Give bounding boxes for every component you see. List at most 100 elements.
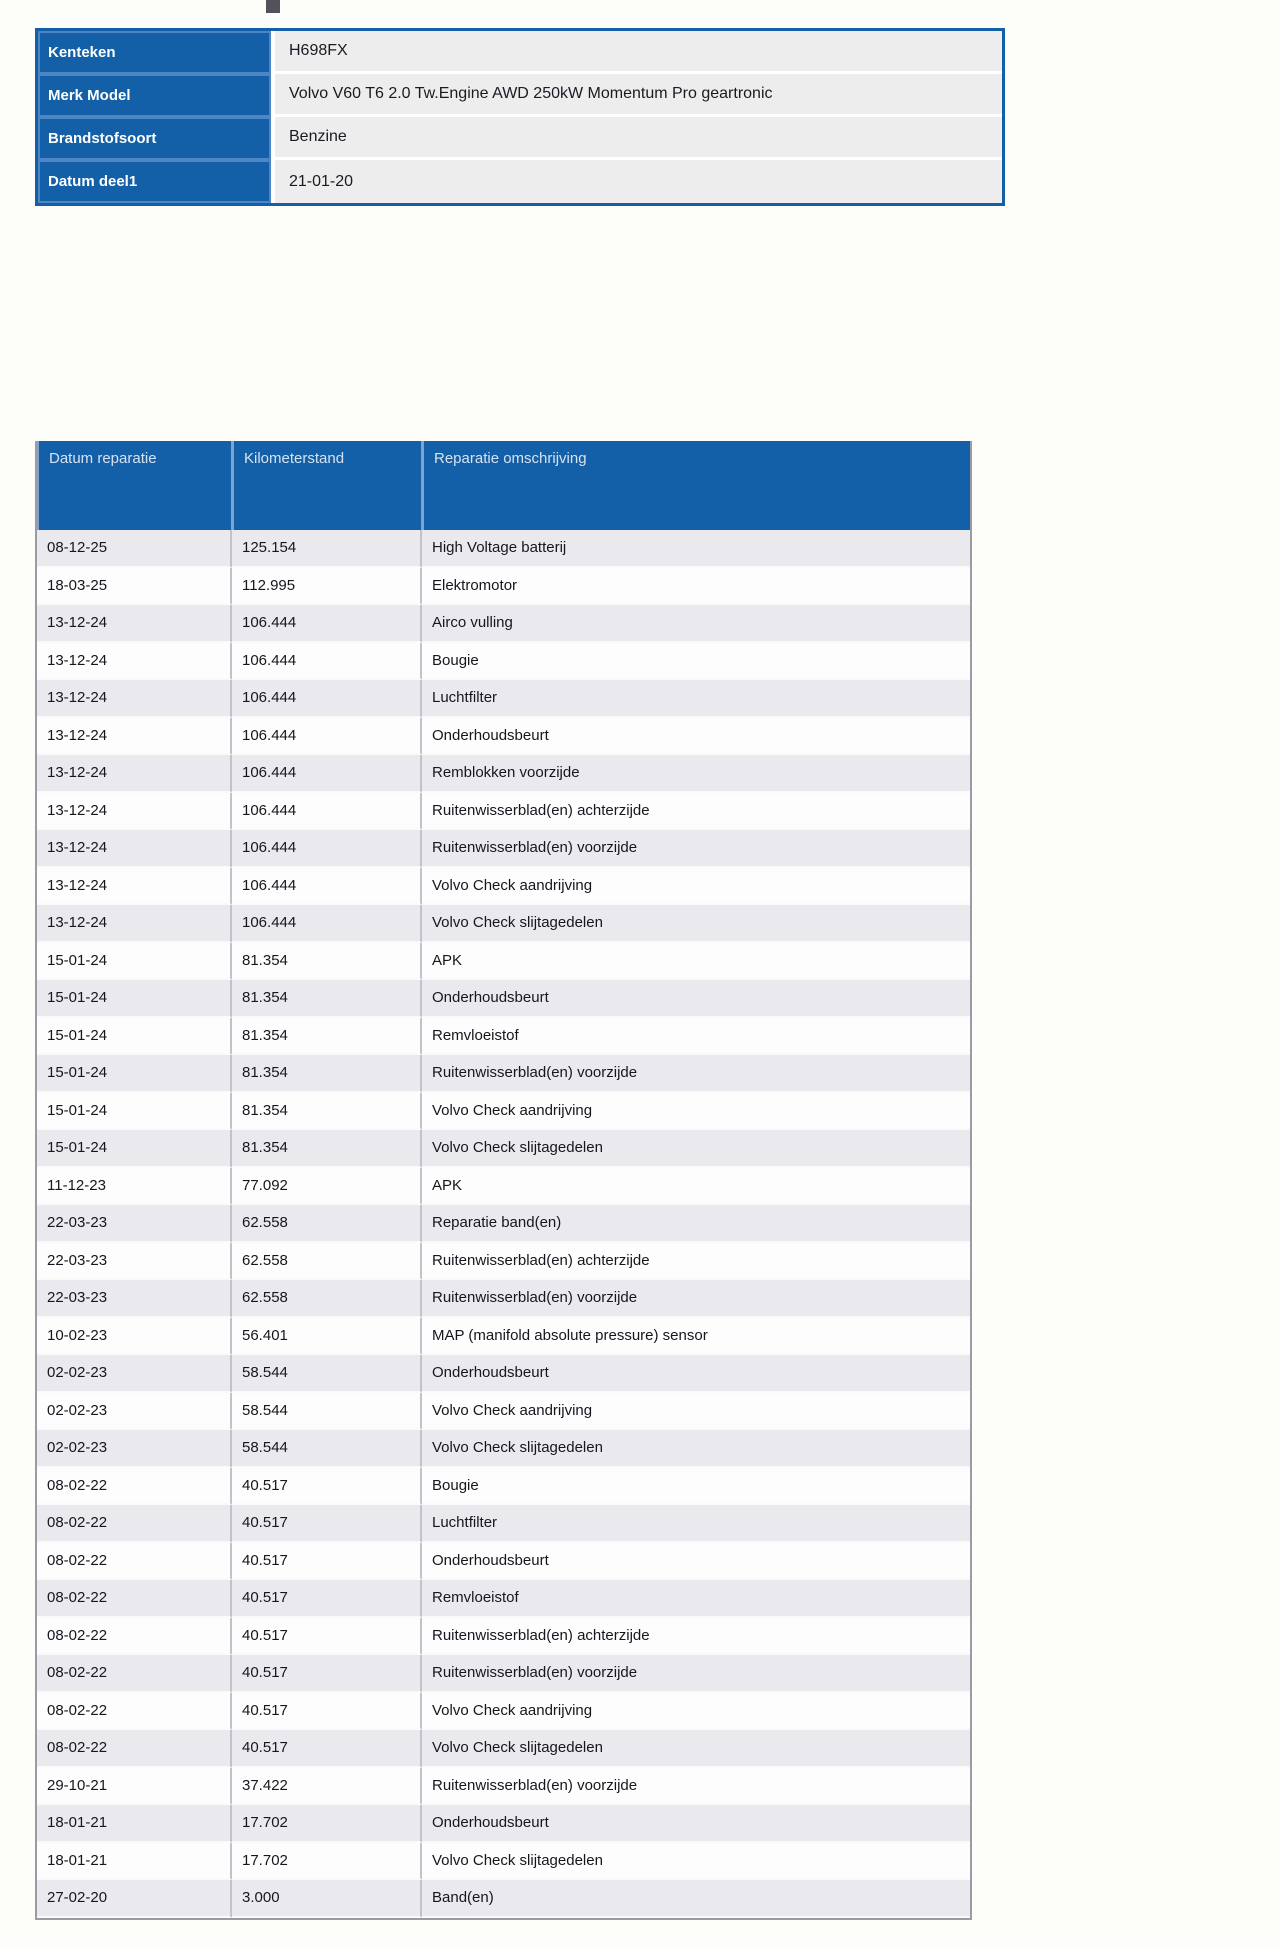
cell-kilometerstand: 112.995 xyxy=(232,567,422,605)
cell-datum-reparatie: 08-02-22 xyxy=(37,1467,232,1505)
cell-datum-reparatie: 10-02-23 xyxy=(37,1317,232,1355)
cell-datum-reparatie: 13-12-24 xyxy=(37,830,232,868)
cell-datum-reparatie: 08-02-22 xyxy=(37,1617,232,1655)
table-row: 13-12-24 106.444 Ruitenwisserblad(en) acht… xyxy=(37,792,970,830)
table-row: 11-12-23 77.092 APK xyxy=(37,1167,970,1205)
cell-datum-reparatie: 15-01-24 xyxy=(37,1130,232,1168)
table-row: 13-12-24 106.444 Volvo Check aandrijving xyxy=(37,867,970,905)
cell-reparatie-omschrijving: Onderhoudsbeurt xyxy=(422,1805,970,1843)
cell-datum-reparatie: 22-03-23 xyxy=(37,1205,232,1243)
cell-kilometerstand: 106.444 xyxy=(232,905,422,943)
cell-datum-reparatie: 27-02-20 xyxy=(37,1880,232,1918)
cell-reparatie-omschrijving: Ruitenwisserblad(en) achterzijde xyxy=(422,793,970,830)
cell-reparatie-omschrijving: Volvo Check slijtagedelen xyxy=(422,1130,970,1168)
vehicle-info-table: Kenteken H698FX Merk Model Volvo V60 T6 … xyxy=(35,28,1005,206)
table-row: 13-12-24 106.444 Volvo Check slijtagedelen xyxy=(37,905,970,943)
cell-kilometerstand: 106.444 xyxy=(232,867,422,905)
cell-reparatie-omschrijving: High Voltage batterij xyxy=(422,530,970,568)
cell-kilometerstand: 17.702 xyxy=(232,1842,422,1880)
table-row: 08-02-22 40.517 Remvloeistof xyxy=(37,1580,970,1618)
cell-datum-reparatie: 15-01-24 xyxy=(37,1017,232,1055)
table-row: 18-01-21 17.702 Onderhoudsbeurt xyxy=(37,1805,970,1843)
table-row: 15-01-24 81.354 Ruitenwisserblad(en) voorz… xyxy=(37,1055,970,1093)
cell-reparatie-omschrijving: Ruitenwisserblad(en) voorzijde xyxy=(422,1280,970,1318)
cell-datum-reparatie: 13-12-24 xyxy=(37,605,232,643)
cell-kilometerstand: 106.444 xyxy=(232,830,422,868)
table-row: 15-01-24 81.354 Onderhoudsbeurt xyxy=(37,980,970,1018)
info-value-merk-model: Volvo V60 T6 2.0 Tw.Engine AWD 250kW Mom… xyxy=(275,74,1002,117)
cell-reparatie-omschrijving: Remvloeistof xyxy=(422,1580,970,1618)
table-row: 13-12-24 106.444 Bougie xyxy=(37,642,970,680)
cell-kilometerstand: 40.517 xyxy=(232,1655,422,1693)
cell-reparatie-omschrijving: Luchtfilter xyxy=(422,1505,970,1543)
cell-kilometerstand: 81.354 xyxy=(232,942,422,980)
cell-kilometerstand: 62.558 xyxy=(232,1280,422,1318)
cell-kilometerstand: 81.354 xyxy=(232,980,422,1018)
cell-kilometerstand: 37.422 xyxy=(232,1767,422,1805)
repair-table-header: Datum reparatie Kilometerstand Reparatie… xyxy=(37,441,970,530)
cell-datum-reparatie: 18-01-21 xyxy=(37,1805,232,1843)
cell-reparatie-omschrijving: Ruitenwisserblad(en) achterzijde xyxy=(422,1243,970,1280)
table-row: 10-02-23 56.401 MAP (manifold absolute pre… xyxy=(37,1317,970,1355)
cell-reparatie-omschrijving: Ruitenwisserblad(en) voorzijde xyxy=(422,1655,970,1693)
cell-datum-reparatie: 08-02-22 xyxy=(37,1580,232,1618)
table-row: 13-12-24 106.444 Ruitenwisserblad(en) voor… xyxy=(37,830,970,868)
cell-reparatie-omschrijving: Volvo Check slijtagedelen xyxy=(422,1730,970,1768)
cell-kilometerstand: 40.517 xyxy=(232,1505,422,1543)
cell-reparatie-omschrijving: Ruitenwisserblad(en) voorzijde xyxy=(422,830,970,868)
table-row: 15-01-24 81.354 Remvloeistof xyxy=(37,1017,970,1055)
table-row: 08-02-22 40.517 Luchtfilter xyxy=(37,1505,970,1543)
cell-datum-reparatie: 22-03-23 xyxy=(37,1242,232,1280)
cell-reparatie-omschrijving: Ruitenwisserblad(en) voorzijde xyxy=(422,1055,970,1093)
cell-datum-reparatie: 15-01-24 xyxy=(37,1092,232,1130)
cell-reparatie-omschrijving: Volvo Check aandrijving xyxy=(422,1393,970,1430)
table-row: 22-03-23 62.558 Ruitenwisserblad(en) achte… xyxy=(37,1242,970,1280)
cell-datum-reparatie: 29-10-21 xyxy=(37,1767,232,1805)
info-row-kenteken: Kenteken H698FX xyxy=(38,31,1002,74)
table-row: 27-02-20 3.000 Band(en) xyxy=(37,1880,970,1918)
column-header-datum-reparatie: Datum reparatie xyxy=(39,441,234,530)
table-row: 02-02-23 58.544 Onderhoudsbeurt xyxy=(37,1355,970,1393)
cell-kilometerstand: 40.517 xyxy=(232,1467,422,1505)
cell-reparatie-omschrijving: MAP (manifold absolute pressure) sensor xyxy=(422,1318,970,1355)
cell-kilometerstand: 106.444 xyxy=(232,792,422,830)
cell-reparatie-omschrijving: Onderhoudsbeurt xyxy=(422,1543,970,1580)
table-row: 13-12-24 106.444 Airco vulling xyxy=(37,605,970,643)
info-value-brandstofsoort: Benzine xyxy=(275,117,1002,160)
table-row: 08-02-22 40.517 Volvo Check aandrijving xyxy=(37,1692,970,1730)
cropped-row-artifact xyxy=(266,0,280,13)
cell-reparatie-omschrijving: APK xyxy=(422,943,970,980)
cell-datum-reparatie: 11-12-23 xyxy=(37,1167,232,1205)
info-label-brandstofsoort: Brandstofsoort xyxy=(38,117,271,160)
cell-kilometerstand: 81.354 xyxy=(232,1130,422,1168)
cell-kilometerstand: 125.154 xyxy=(232,530,422,568)
cell-kilometerstand: 106.444 xyxy=(232,755,422,793)
cell-reparatie-omschrijving: Volvo Check slijtagedelen xyxy=(422,1843,970,1880)
cell-kilometerstand: 58.544 xyxy=(232,1430,422,1468)
cell-reparatie-omschrijving: Volvo Check aandrijving xyxy=(422,1093,970,1130)
cell-datum-reparatie: 02-02-23 xyxy=(37,1392,232,1430)
cell-datum-reparatie: 02-02-23 xyxy=(37,1355,232,1393)
cell-reparatie-omschrijving: Remvloeistof xyxy=(422,1018,970,1055)
cell-datum-reparatie: 13-12-24 xyxy=(37,792,232,830)
cell-datum-reparatie: 13-12-24 xyxy=(37,717,232,755)
cell-reparatie-omschrijving: Bougie xyxy=(422,643,970,680)
cell-kilometerstand: 40.517 xyxy=(232,1580,422,1618)
table-row: 08-12-25 125.154 High Voltage batterij xyxy=(37,530,970,568)
cell-reparatie-omschrijving: Luchtfilter xyxy=(422,680,970,718)
cell-reparatie-omschrijving: Elektromotor xyxy=(422,568,970,605)
cell-datum-reparatie: 22-03-23 xyxy=(37,1280,232,1318)
table-row: 29-10-21 37.422 Ruitenwisserblad(en) voorz… xyxy=(37,1767,970,1805)
info-value-datum-deel1: 21-01-20 xyxy=(275,160,1002,203)
cell-kilometerstand: 62.558 xyxy=(232,1205,422,1243)
table-row: 18-03-25 112.995 Elektromotor xyxy=(37,567,970,605)
cell-datum-reparatie: 15-01-24 xyxy=(37,1055,232,1093)
info-row-brandstofsoort: Brandstofsoort Benzine xyxy=(38,117,1002,160)
cell-datum-reparatie: 13-12-24 xyxy=(37,867,232,905)
cell-kilometerstand: 106.444 xyxy=(232,605,422,643)
table-row: 08-02-22 40.517 Ruitenwisserblad(en) achte… xyxy=(37,1617,970,1655)
cell-kilometerstand: 17.702 xyxy=(232,1805,422,1843)
cell-datum-reparatie: 08-02-22 xyxy=(37,1692,232,1730)
cell-kilometerstand: 62.558 xyxy=(232,1242,422,1280)
